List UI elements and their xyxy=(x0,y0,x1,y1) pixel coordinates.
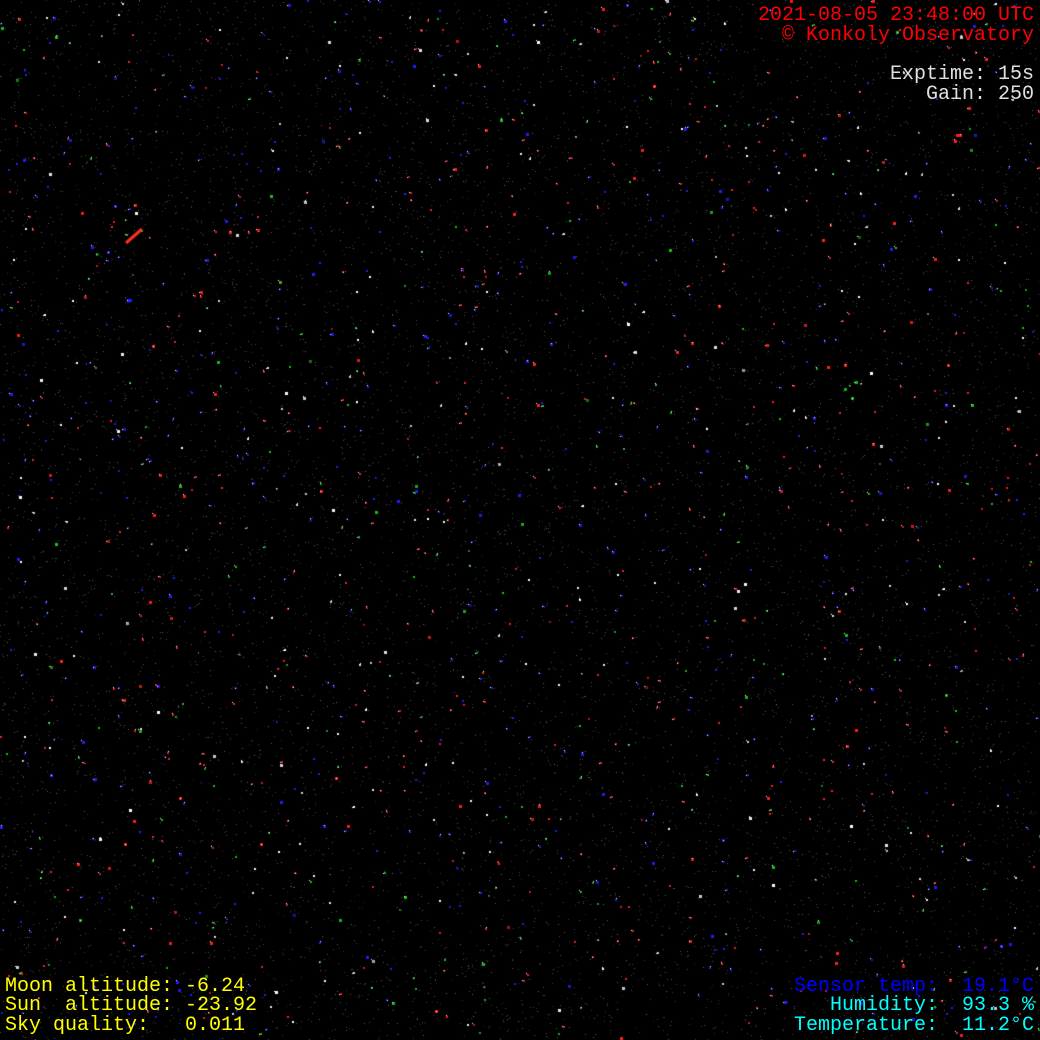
copyright: © Konkoly Observatory xyxy=(781,24,1034,47)
temperature: Temperature: 11.2°C xyxy=(793,1014,1034,1037)
humidity: Humidity: 93.3 % xyxy=(829,994,1034,1017)
sky-quality: Sky quality: 0.011 xyxy=(5,1014,246,1037)
timestamp: 2021-08-05 23:48:00 UTC xyxy=(757,4,1034,27)
gain: Gain: 250 xyxy=(925,83,1034,106)
exptime: Exptime: 15s xyxy=(889,63,1034,86)
sensor-temp: Sensor temp: 19.1°C xyxy=(793,975,1034,998)
sun-altitude: Sun altitude: -23.92 xyxy=(5,994,258,1017)
moon-altitude: Moon altitude: -6.24 xyxy=(5,975,246,998)
